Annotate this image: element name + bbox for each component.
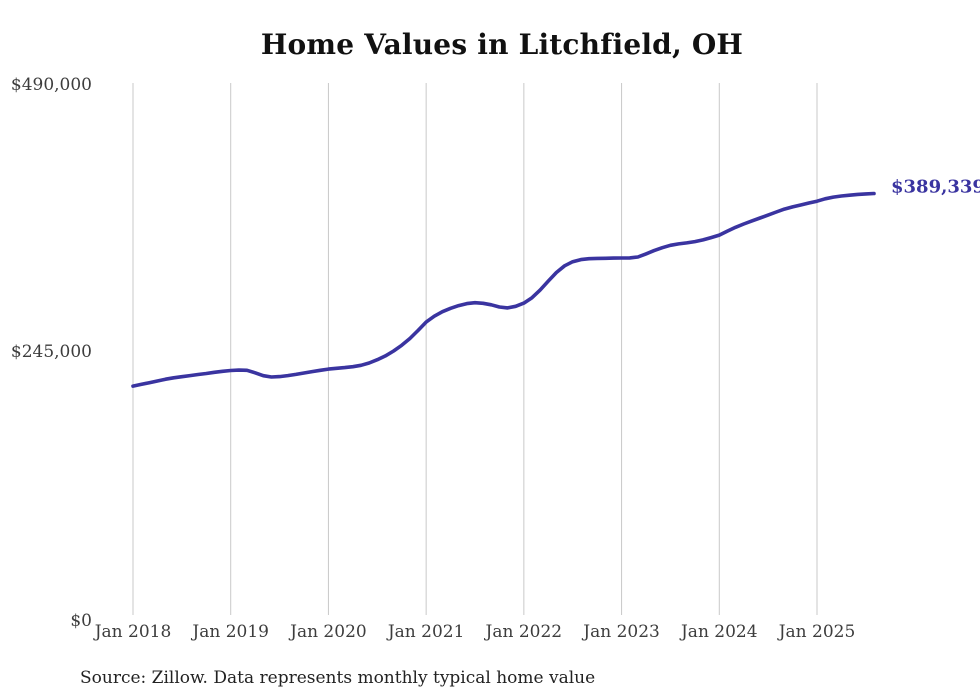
chart-title: Home Values in Litchfield, OH bbox=[260, 28, 744, 61]
vertical-gridlines bbox=[132, 83, 818, 615]
y-tick-label: $245,000 bbox=[10, 341, 92, 362]
x-tick-label: Jan 2022 bbox=[485, 622, 563, 642]
x-tick-label: Jan 2021 bbox=[387, 622, 465, 642]
home-value-line bbox=[131, 191, 876, 388]
x-tick-label: Jan 2020 bbox=[290, 622, 367, 642]
x-tick-label: Jan 2019 bbox=[192, 622, 269, 642]
x-tick-label: Jan 2018 bbox=[94, 622, 172, 642]
end-value-label: $389,339 bbox=[891, 176, 980, 198]
x-tick-label: Jan 2024 bbox=[680, 622, 758, 642]
source-note: Source: Zillow. Data represents monthly … bbox=[80, 668, 596, 688]
y-tick-label: $0 bbox=[70, 611, 92, 631]
x-tick-label: Jan 2023 bbox=[583, 622, 660, 642]
x-tick-label: Jan 2025 bbox=[778, 622, 856, 642]
y-tick-label: $490,000 bbox=[10, 75, 92, 95]
